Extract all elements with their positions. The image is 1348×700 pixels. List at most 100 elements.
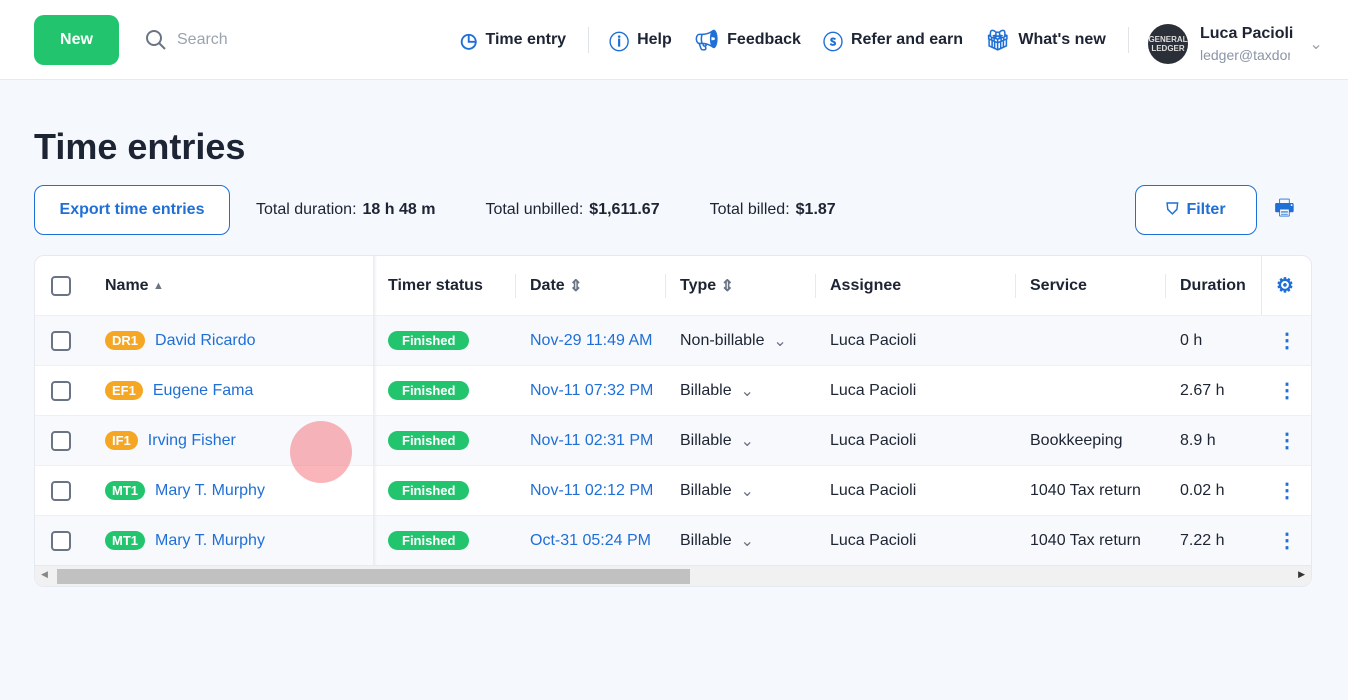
user-name: Luca Pacioli bbox=[1200, 25, 1294, 42]
type-select[interactable]: Billable ⌄ bbox=[680, 416, 754, 465]
dollar-icon: ⓢ bbox=[822, 31, 843, 54]
scroll-right-icon[interactable]: ▶ bbox=[1298, 569, 1305, 579]
table-row: MT1 Mary T. Murphy Finished Nov-11 02:12 … bbox=[35, 466, 1311, 516]
date-link[interactable]: Nov-11 02:12 PM bbox=[530, 481, 654, 499]
assignee-cell: Luca Pacioli bbox=[830, 481, 917, 499]
status-badge: Finished bbox=[388, 331, 470, 350]
more-options-icon[interactable]: ⋮ bbox=[1277, 380, 1297, 402]
date-link[interactable]: Nov-11 07:32 PM bbox=[530, 381, 654, 399]
client-link[interactable]: David Ricardo bbox=[155, 331, 256, 349]
type-select[interactable]: Billable ⌄ bbox=[680, 516, 754, 565]
search-input[interactable]: Search bbox=[145, 29, 228, 51]
col-label: Service bbox=[1015, 273, 1087, 298]
search-placeholder: Search bbox=[177, 30, 228, 48]
client-link[interactable]: Irving Fisher bbox=[147, 431, 236, 449]
megaphone-icon: 📢︎ bbox=[693, 29, 720, 52]
more-options-icon[interactable]: ⋮ bbox=[1277, 530, 1297, 552]
chevron-down-icon: ⌄ bbox=[773, 332, 787, 350]
assignee-cell: Luca Pacioli bbox=[830, 431, 917, 449]
client-link[interactable]: Mary T. Murphy bbox=[155, 531, 265, 549]
row-checkbox[interactable] bbox=[51, 380, 71, 401]
duration-cell: 8.9 h bbox=[1180, 431, 1216, 449]
select-all-checkbox[interactable] bbox=[51, 275, 71, 296]
print-icon[interactable]: 🖶︎ bbox=[1274, 195, 1295, 220]
duration-cell: 0 h bbox=[1180, 331, 1203, 349]
more-options-icon[interactable]: ⋮ bbox=[1277, 430, 1297, 452]
nav-label: Time entry bbox=[485, 31, 567, 48]
divider bbox=[1127, 27, 1129, 53]
nav-label: What's new bbox=[1018, 31, 1106, 48]
more-options-icon[interactable]: ⋮ bbox=[1277, 330, 1297, 352]
duration-cell: 0.02 h bbox=[1180, 481, 1225, 499]
chevron-down-icon: ⌄ bbox=[740, 432, 754, 450]
col-assignee: Assignee bbox=[815, 256, 901, 315]
service-cell: 1040 Tax return bbox=[1030, 481, 1141, 499]
total-duration: Total duration: 18 h 48 m bbox=[256, 201, 435, 219]
row-checkbox[interactable] bbox=[51, 330, 71, 351]
scrollbar-thumb[interactable] bbox=[57, 569, 690, 584]
sort-asc-icon: ▲ bbox=[153, 279, 164, 292]
click-indicator bbox=[290, 421, 352, 483]
table-row: DR1 David Ricardo Finished Nov-29 11:49 A… bbox=[35, 316, 1311, 366]
page-title: Time entries bbox=[34, 126, 246, 167]
status-cell: Finished bbox=[388, 416, 470, 465]
row-checkbox[interactable] bbox=[51, 430, 71, 451]
nav-time-entry[interactable]: ◷ Time entry bbox=[460, 28, 566, 53]
filter-icon: ⛉ bbox=[1166, 201, 1179, 218]
status-cell: Finished bbox=[388, 366, 470, 415]
user-email: ledger@taxdome.com bbox=[1200, 47, 1290, 63]
nav-feedback[interactable]: 📢︎ Feedback bbox=[694, 28, 801, 53]
clock-icon: ◷ bbox=[460, 29, 478, 52]
nav-refer[interactable]: ⓢ Refer and earn bbox=[823, 26, 963, 55]
duration-cell: 7.22 h bbox=[1180, 531, 1225, 549]
client-link[interactable]: Eugene Fama bbox=[152, 381, 254, 399]
value: 18 h 48 m bbox=[362, 201, 436, 218]
help-icon: ⓘ bbox=[609, 31, 630, 54]
nav-whats-new[interactable]: 🎁︎ What's new bbox=[985, 28, 1106, 53]
new-button[interactable]: New bbox=[34, 14, 119, 65]
type-select[interactable]: Billable ⌄ bbox=[680, 366, 754, 415]
name-cell: IF1 Irving Fisher bbox=[105, 416, 236, 465]
col-date[interactable]: Date ⇕ bbox=[515, 256, 583, 315]
label: Total unbilled: bbox=[485, 201, 584, 218]
type-select[interactable]: Non-billable ⌄ bbox=[680, 316, 787, 365]
status-badge: Finished bbox=[388, 431, 470, 450]
horizontal-scrollbar[interactable]: ◀ ▶ bbox=[35, 565, 1311, 586]
filter-button[interactable]: ⛉ Filter bbox=[1135, 185, 1257, 235]
nav-help[interactable]: ⓘ Help bbox=[609, 26, 672, 55]
scroll-left-icon[interactable]: ◀ bbox=[41, 569, 48, 579]
client-link[interactable]: Mary T. Murphy bbox=[155, 481, 265, 499]
col-name[interactable]: Name ▲ bbox=[105, 256, 164, 315]
chevron-down-icon: ⌄ bbox=[1309, 36, 1323, 53]
column-shadow bbox=[373, 256, 377, 566]
col-type[interactable]: Type ⇕ bbox=[665, 256, 734, 315]
row-checkbox[interactable] bbox=[51, 480, 71, 501]
service-cell: 1040 Tax return bbox=[1030, 531, 1141, 549]
chevron-down-icon: ⌄ bbox=[740, 482, 754, 500]
search-icon bbox=[146, 29, 166, 50]
client-badge: DR1 bbox=[105, 331, 146, 350]
type-value: Billable bbox=[680, 431, 732, 449]
assignee-cell: Luca Pacioli bbox=[830, 531, 917, 549]
more-options-icon[interactable]: ⋮ bbox=[1277, 480, 1297, 502]
client-badge: MT1 bbox=[105, 531, 145, 550]
date-link[interactable]: Nov-11 02:31 PM bbox=[530, 431, 654, 449]
type-select[interactable]: Billable ⌄ bbox=[680, 466, 754, 515]
client-badge: MT1 bbox=[105, 481, 145, 500]
type-value: Billable bbox=[680, 381, 732, 399]
date-link[interactable]: Oct-31 05:24 PM bbox=[530, 531, 651, 549]
toolbar: Export time entries Total duration: 18 h … bbox=[34, 185, 1312, 235]
nav-label: Refer and earn bbox=[850, 31, 963, 48]
date-link[interactable]: Nov-29 11:49 AM bbox=[530, 331, 653, 349]
table-row: MT1 Mary T. Murphy Finished Oct-31 05:24 … bbox=[35, 516, 1311, 566]
top-nav: ◷ Time entry ⓘ Help 📢︎ Feedback ⓢ Refer and … bbox=[460, 0, 1149, 80]
export-button[interactable]: Export time entries bbox=[34, 185, 230, 235]
row-checkbox[interactable] bbox=[51, 530, 71, 551]
gear-icon[interactable]: ⚙ bbox=[1261, 256, 1294, 315]
name-cell: MT1 Mary T. Murphy bbox=[105, 466, 265, 515]
status-badge: Finished bbox=[388, 531, 470, 550]
client-badge: IF1 bbox=[105, 431, 138, 450]
status-cell: Finished bbox=[388, 316, 470, 365]
status-cell: Finished bbox=[388, 516, 470, 565]
